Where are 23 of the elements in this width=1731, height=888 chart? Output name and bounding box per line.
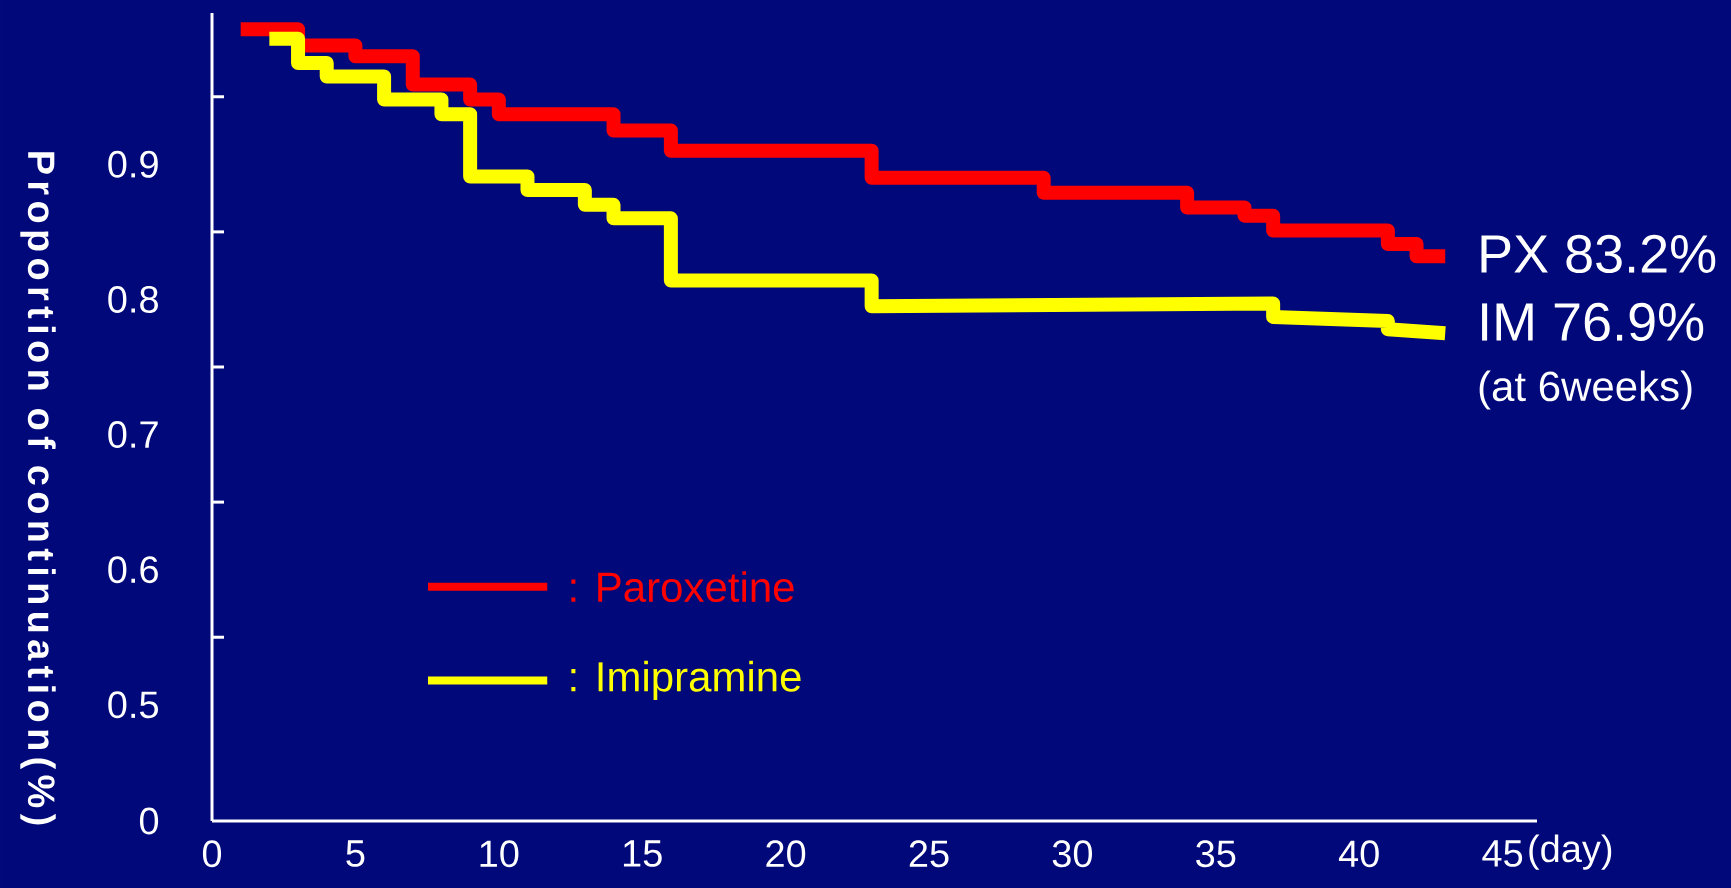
annotation: IM 76.9% (1482, 302, 1704, 342)
x-tick-label: 0 (202, 840, 222, 868)
x-tick-label: 25 (909, 840, 949, 868)
y-tick-label: 0 (139, 807, 159, 835)
y-tick-label: 0.6 (108, 556, 158, 584)
y-tick-label: 0.5 (108, 691, 159, 719)
x-tick-label: 10 (480, 840, 519, 868)
x-axis-title: (day) (1529, 834, 1612, 870)
legend-label: : Paroxetine (571, 571, 794, 603)
x-tick-label: 45 (1482, 840, 1523, 867)
x-tick-label: 20 (766, 840, 806, 868)
legend-label: : Imipramine (571, 660, 801, 700)
y-tick-label: 0.8 (108, 285, 158, 313)
annotation: (at 6weeks) (1479, 370, 1692, 410)
x-tick-label: 35 (1196, 840, 1236, 868)
x-tick-label: 40 (1338, 840, 1379, 868)
y-tick-label: 0.9 (108, 150, 158, 178)
x-tick-label: 30 (1052, 840, 1093, 868)
x-tick-label: 5 (346, 840, 365, 867)
y-axis-title: Proportion of continuation(%) (20, 152, 56, 825)
annotation: PX 83.2% (1481, 234, 1716, 274)
y-tick-label: 0.7 (108, 421, 158, 449)
x-tick-label: 15 (623, 840, 662, 867)
